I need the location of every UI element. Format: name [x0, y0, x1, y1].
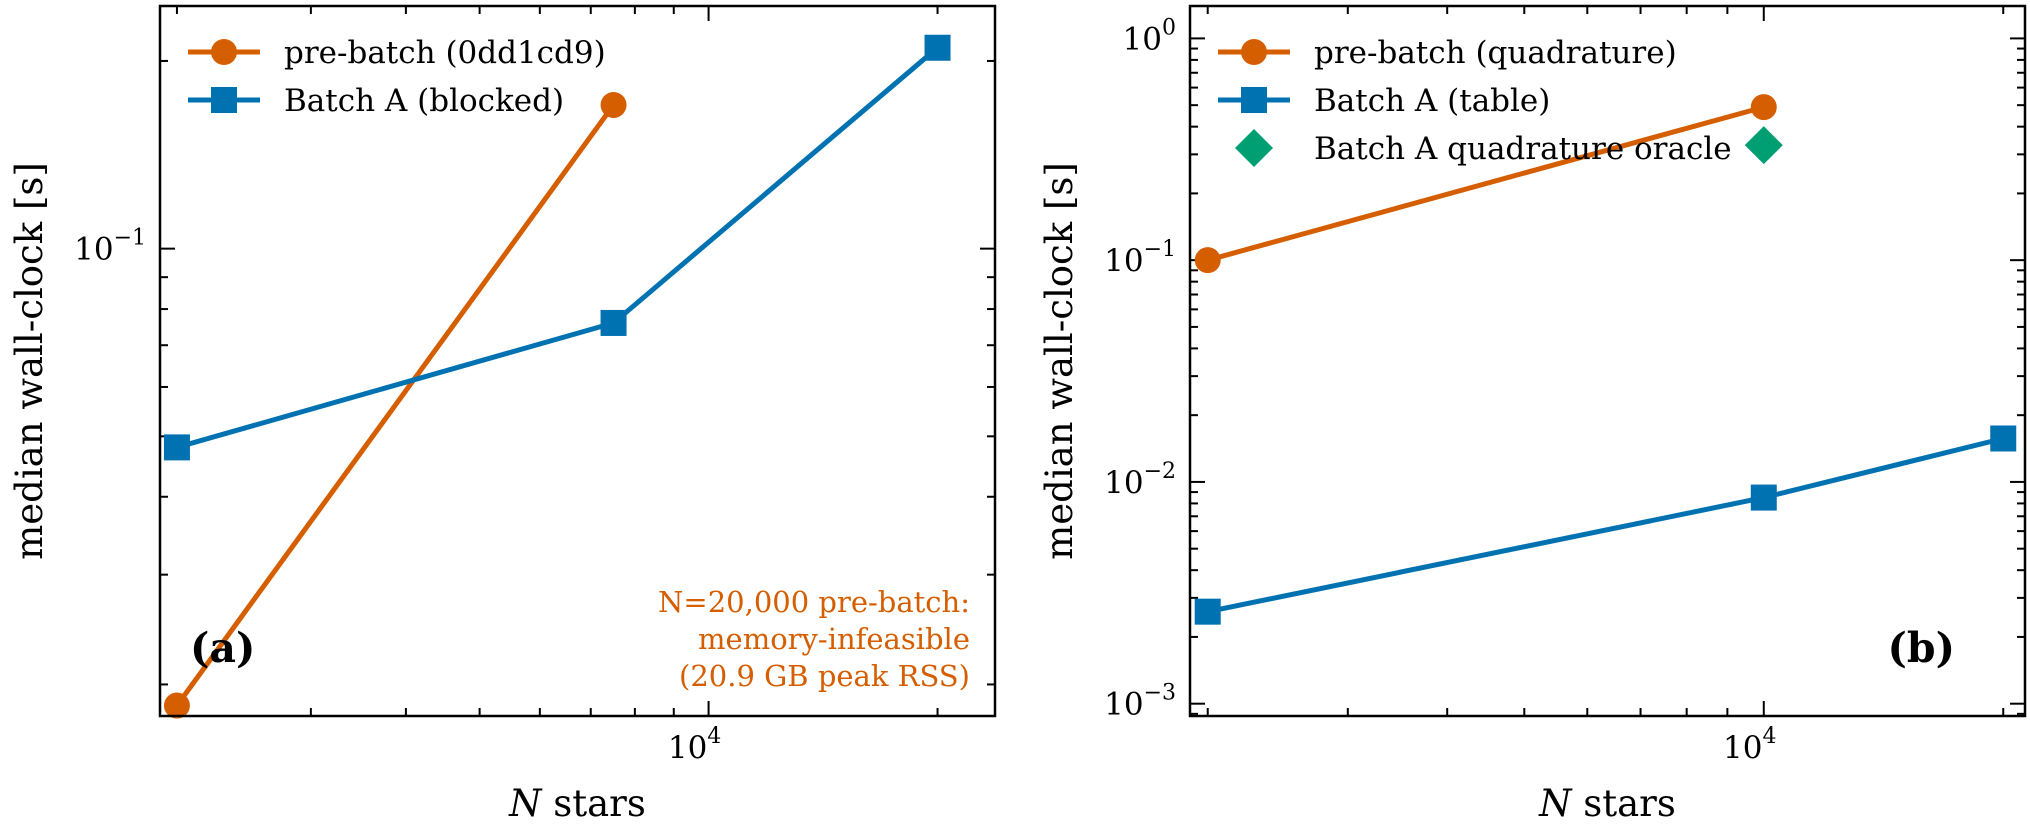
legend-entry-label: pre-batch (quadrature)	[1314, 35, 1677, 71]
legend-entry-label: pre-batch (0dd1cd9)	[284, 35, 606, 71]
legend-entry-label: Batch A quadrature oracle	[1314, 131, 1732, 167]
data-point	[163, 692, 190, 719]
data-point	[1750, 484, 1777, 511]
legend-marker	[1235, 129, 1273, 167]
legend-marker	[211, 87, 237, 113]
y-tick-label: 100	[1123, 15, 1176, 57]
data-point	[1750, 94, 1777, 121]
series-line	[174, 103, 616, 708]
annotation-line: N=20,000 pre-batch:	[658, 585, 970, 619]
x-axis-label: N stars	[1538, 782, 1676, 825]
plot-frame	[1188, 4, 2027, 718]
legend-entry-label: Batch A (table)	[1314, 83, 1550, 119]
legend: pre-batch (quadrature) Batch A (table) Bat…	[1218, 35, 1732, 167]
panel-label: (b)	[1888, 624, 1955, 672]
data-point	[924, 34, 951, 61]
y-axis-label: median wall-clock [s]	[1038, 162, 1081, 560]
data-point	[1990, 425, 2017, 452]
series-2	[1744, 126, 1783, 165]
data-point	[1194, 598, 1221, 625]
legend-marker	[1241, 87, 1267, 113]
y-tick-label: 10−3	[1104, 681, 1176, 723]
series-0	[163, 91, 627, 719]
data-point	[1194, 247, 1221, 274]
y-tick-label: 10−1	[74, 226, 146, 268]
plot-frame	[158, 4, 997, 718]
legend-entry-label: Batch A (blocked)	[284, 83, 564, 119]
legend-marker	[1241, 39, 1267, 65]
annotation-line: memory-infeasible	[698, 622, 970, 656]
x-tick-label: 104	[1723, 724, 1776, 766]
series-1	[1194, 425, 2017, 625]
y-tick-label: 10−1	[1104, 237, 1176, 279]
legend: pre-batch (0dd1cd9) Batch A (blocked)	[188, 35, 606, 119]
series-line	[1207, 104, 1765, 263]
y-axis-label: median wall-clock [s]	[8, 162, 51, 560]
panel-a: 10−1 104 median wall-clock [s] N stars pre-b…	[8, 4, 997, 825]
data-point	[600, 91, 627, 118]
data-point	[600, 309, 627, 336]
x-axis-label: N stars	[508, 782, 646, 825]
y-tick-label: 10−2	[1104, 459, 1176, 501]
data-point	[163, 434, 190, 461]
panel-b: 100 10−1 10−2 10−3 104 median wall-clock [s] N…	[1038, 4, 2027, 825]
annotation-line: (20.9 GB peak RSS)	[679, 659, 970, 693]
series-0	[1194, 94, 1777, 274]
series-line	[1207, 436, 2004, 615]
legend-marker	[211, 39, 237, 65]
data-point	[1744, 126, 1783, 165]
x-tick-label: 104	[668, 724, 721, 766]
series-1	[163, 34, 951, 461]
panel-label: (a)	[190, 624, 255, 672]
